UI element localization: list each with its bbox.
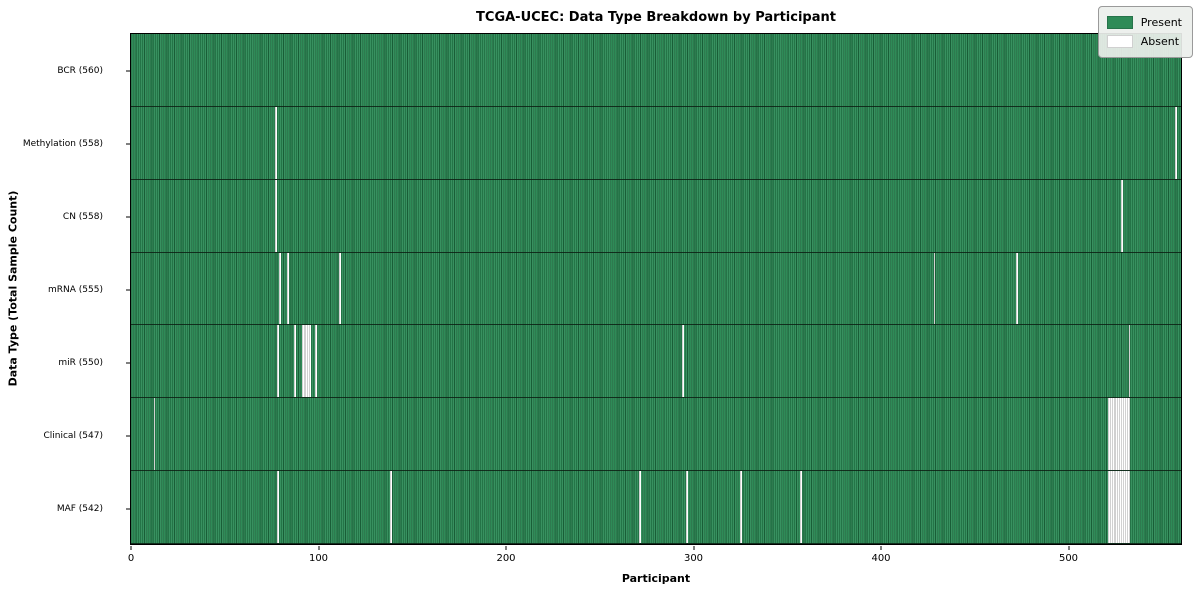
y-tick-mark [126,435,130,437]
absent-stripe [740,471,743,544]
absent-stripe [389,471,392,544]
absent-stripe [1121,471,1123,544]
x-tick-label: 300 [683,553,704,564]
x-tick-label: 100 [308,553,329,564]
absent-stripe [1109,398,1112,471]
absent-stripe [1126,398,1129,471]
absent-stripe [1016,252,1018,325]
heatmap-row-bcr [131,34,1181,107]
y-tick-mark [126,143,130,145]
x-tick-mark [505,546,507,550]
legend-label-absent: Absent [1140,35,1180,48]
heatmap-row-mir [131,325,1181,399]
legend-entry-present: Present [1106,13,1182,32]
y-tick-mark [126,362,130,364]
absent-stripe [682,325,685,398]
x-tick-label: 500 [1058,553,1079,564]
heatmap-row-clinical [131,398,1181,472]
absent-stripe [277,471,280,544]
absent-stripe [303,325,306,398]
absent-stripe [1126,471,1129,544]
present-color-swatch [1106,16,1133,29]
absent-stripe [1107,471,1110,544]
y-tick-label: BCR (560) [57,65,103,76]
x-axis-label: Participant [621,572,691,585]
x-tick-mark [880,546,882,550]
x-tick-mark [693,546,694,550]
absent-stripe [1109,471,1112,544]
absent-stripe [1119,471,1121,544]
legend-entry-absent: Absent [1106,32,1182,51]
x-tick-label: 400 [871,553,891,564]
absent-stripe [1113,471,1116,544]
absent-color-swatch [1106,35,1133,48]
x-tick-label: 200 [496,553,516,564]
absent-stripe [286,252,289,325]
heatmap-row-maf [131,471,1181,545]
absent-stripe [686,471,688,544]
absent-stripe [277,325,280,398]
absent-stripe [309,325,311,398]
absent-stripe [1121,398,1123,471]
absent-stripe [1128,471,1131,544]
absent-stripe [1115,398,1118,471]
x-tick-mark [1068,546,1069,550]
y-tick-label: miR (550) [58,358,103,369]
absent-stripe [639,471,641,544]
absent-stripe [294,325,296,398]
absent-stripe [275,106,278,179]
absent-stripe [153,398,156,471]
heatmap-row-cn [131,179,1181,253]
heatmap-row-methylation [131,106,1181,180]
heatmap-plot-area: BCR (560) Methylation (558) CN (558) mRNA (… [23,33,1182,564]
absent-stripe [1111,398,1114,471]
y-tick-label: MAF (542) [56,504,103,515]
absent-stripe [314,325,317,398]
absent-stripe [1128,325,1131,398]
absent-stripe [307,325,310,398]
x-tick-mark [318,546,319,550]
x-tick-mark [130,546,132,550]
y-tick-label: mRNA (555) [48,285,103,295]
y-tick-mark [126,70,130,72]
absent-stripe [1122,398,1125,471]
absent-stripe [1175,106,1178,179]
absent-stripe [933,252,936,325]
y-tick-label: Clinical (547) [43,431,103,442]
absent-stripe [279,252,281,325]
x-tick-label: 0 [127,553,135,564]
absent-stripe [1119,398,1121,471]
y-tick-mark [126,508,130,510]
absent-stripe [301,325,304,398]
absent-stripe [1124,398,1127,471]
y-tick-mark [126,289,130,291]
absent-stripe [1117,471,1120,544]
absent-stripe [1117,398,1120,471]
legend-label-present: Present [1140,16,1182,29]
absent-stripe [1122,471,1125,544]
heatmap-row-mrna [131,252,1181,326]
y-tick-label: CN (558) [62,211,103,222]
y-tick-label: Methylation (558) [22,138,103,149]
absent-stripe [800,471,803,544]
absent-stripe [1115,471,1118,544]
absent-stripe [1113,398,1116,471]
y-tick-mark [126,216,130,218]
absent-stripe [339,252,341,325]
chart-title: TCGA-UCEC: Data Type Breakdown by Partic… [476,10,836,25]
absent-stripe [1121,179,1123,252]
absent-stripe [1124,471,1127,544]
absent-stripe [305,325,308,398]
legend: Present Absent [1097,6,1193,58]
absent-stripe [1107,398,1110,471]
absent-stripe [275,179,278,252]
absent-stripe [1128,398,1131,471]
absent-stripe [1111,471,1114,544]
